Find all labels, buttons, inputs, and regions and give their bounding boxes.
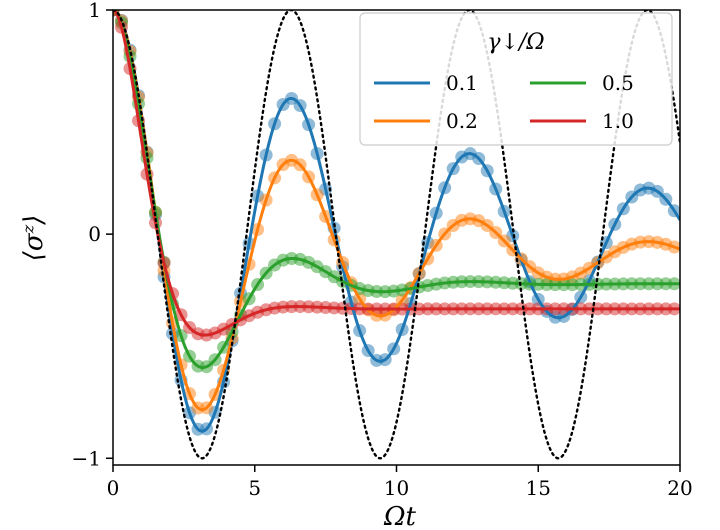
- legend-label: 0.1: [446, 71, 478, 95]
- reference-dotted-curve: [113, 10, 680, 460]
- legend-entry-0.5: 0.5: [530, 71, 634, 95]
- legend-label: 0.5: [602, 71, 634, 95]
- y-tick-label: 0: [88, 222, 101, 246]
- legend-entry-0.1: 0.1: [374, 71, 478, 95]
- legend-label: 1.0: [602, 109, 634, 133]
- plot-area: [113, 10, 680, 460]
- x-tick-label: 10: [384, 476, 409, 500]
- x-tick-label: 15: [526, 476, 551, 500]
- x-tick-label: 5: [248, 476, 261, 500]
- legend-entry-1.0: 1.0: [530, 109, 634, 133]
- lines-layer: [113, 10, 680, 433]
- y-tick-label: 1: [88, 0, 101, 22]
- y-tick-label: −1: [72, 446, 101, 470]
- legend: γ↓/Ω 0.1 0.2 0.5 1.0: [359, 12, 673, 146]
- series-line-0.1: [113, 10, 680, 433]
- y-axis: −1 0 1: [72, 0, 113, 470]
- x-tick-label: 20: [667, 476, 692, 500]
- legend-entry-0.2: 0.2: [374, 109, 478, 133]
- series-line-0.2: [113, 10, 680, 412]
- x-tick-label: 0: [107, 476, 120, 500]
- legend-title: γ↓/Ω: [487, 30, 544, 55]
- y-axis-label: ⟨σᶻ⟩: [19, 215, 49, 262]
- legend-entries: 0.1 0.2 0.5 1.0: [374, 71, 634, 133]
- legend-box: [359, 12, 673, 146]
- series-line-0.5: [113, 10, 680, 369]
- legend-label: 0.2: [446, 109, 478, 133]
- series-line-1.0: [113, 10, 680, 337]
- x-axis: 0 5 10 15 20: [107, 465, 693, 500]
- x-axis-label: Ωt: [383, 502, 417, 530]
